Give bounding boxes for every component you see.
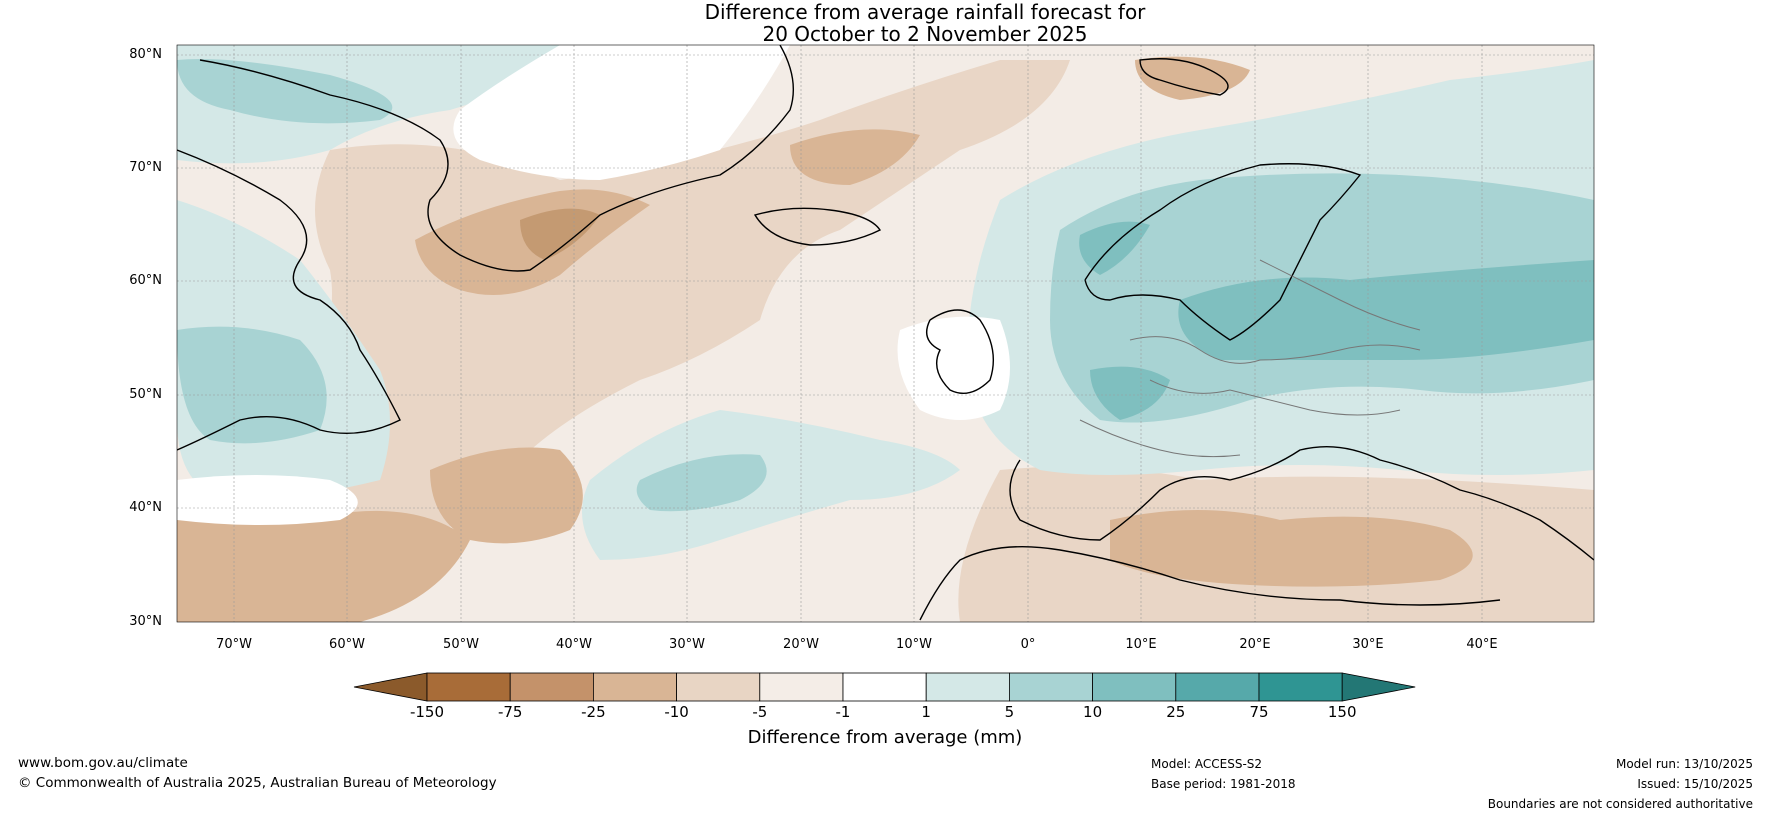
wet-region-atlantic-band bbox=[582, 410, 960, 560]
lat-label: 50°N bbox=[129, 387, 162, 402]
dry-region-atlantic bbox=[280, 60, 1070, 540]
colorbar-tick-label: -10 bbox=[664, 703, 689, 721]
lat-label: 30°N bbox=[129, 614, 162, 629]
wet-region-labrador-core bbox=[177, 326, 327, 444]
base-period-text: Base period: 1981-2018 bbox=[1151, 777, 1296, 791]
wet-region-norway-core bbox=[1079, 221, 1150, 275]
lon-label: 0° bbox=[1020, 637, 1036, 652]
colorbar-segment bbox=[1175, 672, 1260, 702]
colorbar-tick-label: -1 bbox=[835, 703, 851, 721]
colorbar-extend-high bbox=[1341, 672, 1416, 702]
map-title-line1: Difference from average rainfall forecas… bbox=[704, 0, 1146, 24]
model-run-text: Model run: 13/10/2025 bbox=[1615, 757, 1753, 771]
map-frame bbox=[176, 44, 1595, 623]
lat-label: 60°N bbox=[129, 273, 162, 288]
colorbar-segment bbox=[593, 672, 678, 702]
colorbar-tick-label: -75 bbox=[497, 703, 523, 721]
copyright-text: © Commonwealth of Australia 2025, Austra… bbox=[18, 775, 497, 791]
graticule bbox=[177, 45, 1594, 622]
lon-label: 70°W bbox=[216, 637, 252, 652]
colorbar-tick-label: 150 bbox=[1327, 703, 1357, 721]
colorbar-segment bbox=[676, 672, 761, 702]
dry-region-greenland-core bbox=[520, 208, 600, 260]
lon-label: 30°W bbox=[669, 637, 705, 652]
colorbar-tick-label: 1 bbox=[921, 703, 931, 721]
issued-text: Issued: 15/10/2025 bbox=[1637, 777, 1753, 791]
colorbar-tick-label: -150 bbox=[409, 703, 445, 721]
colorbar-segment bbox=[1009, 672, 1094, 702]
colorbar-tick-label: 25 bbox=[1166, 703, 1186, 721]
dry-region-svalbard bbox=[1135, 56, 1250, 100]
colorbar-segment bbox=[759, 672, 844, 702]
map-title-line2: 20 October to 2 November 2025 bbox=[762, 22, 1088, 46]
colorbar-segment bbox=[509, 672, 594, 702]
wet-region-atlantic-band-core bbox=[636, 454, 767, 512]
colorbar-segment bbox=[1258, 672, 1343, 702]
disclaimer-text: Boundaries are not considered authoritat… bbox=[1487, 797, 1753, 811]
neutral-region-greenland bbox=[453, 45, 790, 180]
colorbar-segment bbox=[1092, 672, 1177, 702]
colorbar-tick-label: -5 bbox=[752, 703, 768, 721]
lon-label: 60°W bbox=[329, 637, 365, 652]
lat-label: 80°N bbox=[129, 47, 162, 62]
lat-label: 70°N bbox=[129, 160, 162, 175]
lon-label: 10°W bbox=[896, 637, 932, 652]
neutral-region-southwest bbox=[177, 475, 358, 525]
neutral-region-uk bbox=[897, 316, 1010, 420]
dry-region-mid-atlantic bbox=[430, 447, 583, 544]
colorbar-segment bbox=[842, 672, 927, 702]
lon-label: 10°E bbox=[1125, 637, 1157, 652]
colorbar-segment bbox=[426, 672, 511, 702]
dry-region-southwest bbox=[177, 508, 470, 622]
lon-label: 40°W bbox=[556, 637, 592, 652]
country-borders bbox=[1079, 259, 1421, 458]
colorbar-tick-label: 5 bbox=[1004, 703, 1015, 721]
dry-region-iceland-north bbox=[790, 129, 920, 185]
colorbar-label: Difference from average (mm) bbox=[747, 727, 1023, 748]
lon-label: 20°W bbox=[783, 637, 819, 652]
dry-region-north-africa bbox=[1110, 510, 1473, 587]
colorbar-tick-label: 10 bbox=[1083, 703, 1103, 721]
website-link[interactable]: www.bom.gov.au/climate bbox=[18, 755, 188, 771]
model-text: Model: ACCESS-S2 bbox=[1151, 757, 1263, 771]
lon-label: 20°E bbox=[1239, 637, 1271, 652]
lat-label: 40°N bbox=[129, 500, 162, 515]
colorbar-segment bbox=[925, 672, 1010, 702]
wet-region-arctic-west-core bbox=[177, 59, 393, 124]
wet-region-baltic-core bbox=[1178, 260, 1594, 360]
coastlines bbox=[177, 45, 1594, 621]
lon-label: 50°W bbox=[443, 637, 479, 652]
lon-label: 30°E bbox=[1352, 637, 1384, 652]
colorbar-tick-label: 75 bbox=[1249, 703, 1269, 721]
colorbar-extend-low bbox=[353, 672, 428, 702]
lon-label: 40°E bbox=[1466, 637, 1498, 652]
colorbar-tick-label: -25 bbox=[581, 703, 606, 721]
